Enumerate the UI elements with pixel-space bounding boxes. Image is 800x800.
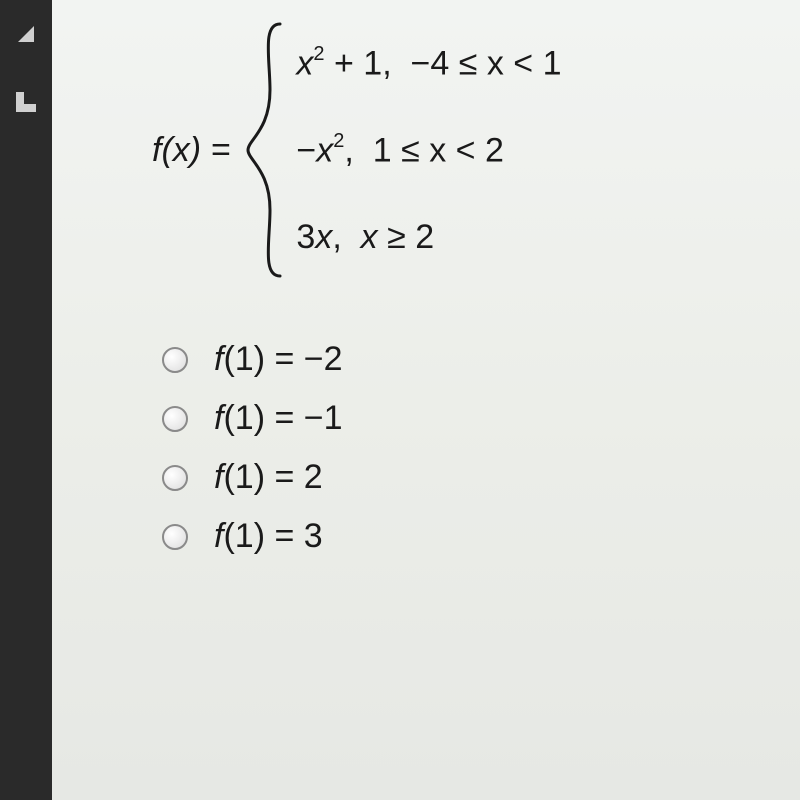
answer-option[interactable]: f(1) = −1 (162, 399, 770, 438)
brace-and-cases: x2 + 1, −4 ≤ x < 1 −x2, 1 ≤ x < 2 3x, x … (242, 20, 561, 280)
cases-list: x2 + 1, −4 ≤ x < 1 −x2, 1 ≤ x < 2 3x, x … (292, 20, 561, 280)
strip-glyph-corner (12, 88, 40, 116)
strip-glyph-triangle (12, 20, 40, 48)
answer-label: f(1) = −1 (214, 399, 343, 438)
case-row: 3x, x ≥ 2 (296, 220, 561, 254)
answer-option[interactable]: f(1) = −2 (162, 340, 770, 379)
radio-icon[interactable] (162, 347, 188, 373)
radio-icon[interactable] (162, 406, 188, 432)
case-expr-sup: 2 (333, 130, 344, 152)
answer-label: f(1) = 2 (214, 458, 323, 497)
case-row: x2 + 1, −4 ≤ x < 1 (296, 46, 561, 80)
left-brace-icon (242, 20, 292, 280)
case-condition: 1 ≤ x < 2 (373, 131, 504, 169)
case-expr-rest: + 1 (325, 45, 383, 83)
case-expr-base: x (316, 131, 333, 169)
answer-option[interactable]: f(1) = 3 (162, 517, 770, 556)
case-condition: x (361, 218, 378, 256)
case-row: −x2, 1 ≤ x < 2 (296, 133, 561, 167)
radio-icon[interactable] (162, 524, 188, 550)
answer-label: f(1) = 3 (214, 517, 323, 556)
fn-var: x (173, 131, 190, 169)
radio-icon[interactable] (162, 465, 188, 491)
function-lhs: f(x) = (152, 131, 230, 170)
app-side-strip (0, 0, 52, 800)
answer-label: f(1) = −2 (214, 340, 343, 379)
answer-option[interactable]: f(1) = 2 (162, 458, 770, 497)
question-content: f(x) = x2 + 1, −4 ≤ x < 1 −x2, 1 ≤ x < 2… (52, 0, 800, 800)
case-expr-base: x (296, 45, 313, 83)
fn-name: f (152, 131, 161, 169)
piecewise-function: f(x) = x2 + 1, −4 ≤ x < 1 −x2, 1 ≤ x < 2… (152, 20, 770, 280)
case-condition: −4 ≤ x < 1 (411, 45, 562, 83)
case-expr-prefix: − (296, 131, 316, 169)
case-expr-sup: 2 (313, 43, 324, 65)
case-expr-plain: 3x (296, 218, 332, 256)
answer-options: f(1) = −2 f(1) = −1 f(1) = 2 f(1) = 3 (162, 340, 770, 556)
